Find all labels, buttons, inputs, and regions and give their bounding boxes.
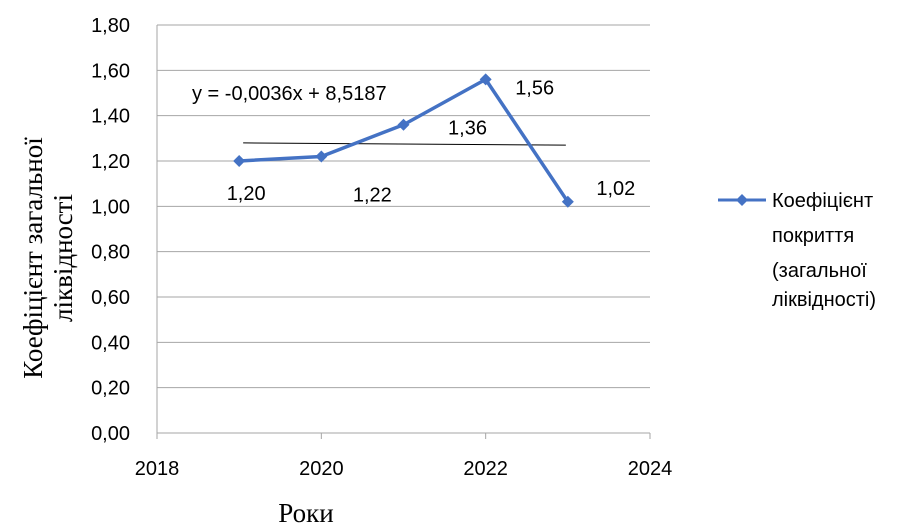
data-point-marker (479, 73, 492, 86)
series-group (233, 73, 574, 208)
data-label: 1,56 (515, 77, 554, 99)
legend-label-line-3: (загальної (772, 260, 867, 282)
legend-label-line-2: покриття (772, 225, 854, 247)
trendline-group (243, 142, 566, 146)
x-tick-label: 2022 (463, 458, 508, 480)
x-tick-label: 2020 (299, 458, 344, 480)
x-axis-title: Роки (278, 498, 333, 528)
data-label: 1,02 (596, 178, 635, 200)
legend-label-line-4: ліквідності) (772, 289, 876, 311)
y-tick-labels: 0,00 0,20 0,40 0,60 0,80 1,00 1,20 1,40 1,60 1,80 (91, 15, 130, 445)
y-axis-title-line-2: ліквідності (48, 194, 78, 322)
data-label: 1,36 (448, 118, 487, 140)
data-label: 1,20 (227, 183, 266, 205)
x-tick-labels: 2018 2020 2022 2024 (135, 458, 673, 480)
y-tick-label: 1,20 (91, 151, 130, 173)
y-tick-label: 0,80 (91, 242, 130, 264)
y-tick-label: 0,40 (91, 332, 130, 354)
y-tick-label: 0,00 (91, 423, 130, 445)
y-axis-title: Коефіцієнт загальної ліквідності (18, 137, 78, 379)
y-tick-label: 1,80 (91, 15, 130, 37)
y-tick-label: 1,60 (91, 60, 130, 82)
y-tick-label: 1,00 (91, 196, 130, 218)
data-point-marker (233, 155, 246, 167)
legend: Коефіцієнт покриття (загальної ліквіднос… (718, 190, 876, 311)
trendline (243, 142, 566, 146)
data-labels: 1,20 1,22 1,36 1,56 1,02 (227, 77, 636, 206)
legend-label-line-1: Коефіцієнт (772, 190, 873, 212)
gridlines (157, 24, 650, 389)
data-point-marker (561, 195, 574, 208)
axes (156, 25, 651, 439)
y-tick-label: 0,20 (91, 378, 130, 400)
y-tick-label: 0,60 (91, 287, 130, 309)
legend-diamond-marker-icon (736, 194, 748, 206)
trendline-equation: y = -0,0036x + 8,5187 (192, 83, 387, 105)
y-axis-title-line-1: Коефіцієнт загальної (18, 137, 48, 379)
x-tick-label: 2018 (135, 458, 180, 480)
x-tick-label: 2024 (628, 458, 673, 480)
data-point-marker (315, 150, 328, 163)
y-tick-label: 1,40 (91, 106, 130, 128)
data-point-marker (397, 118, 410, 131)
data-label: 1,22 (353, 184, 392, 206)
